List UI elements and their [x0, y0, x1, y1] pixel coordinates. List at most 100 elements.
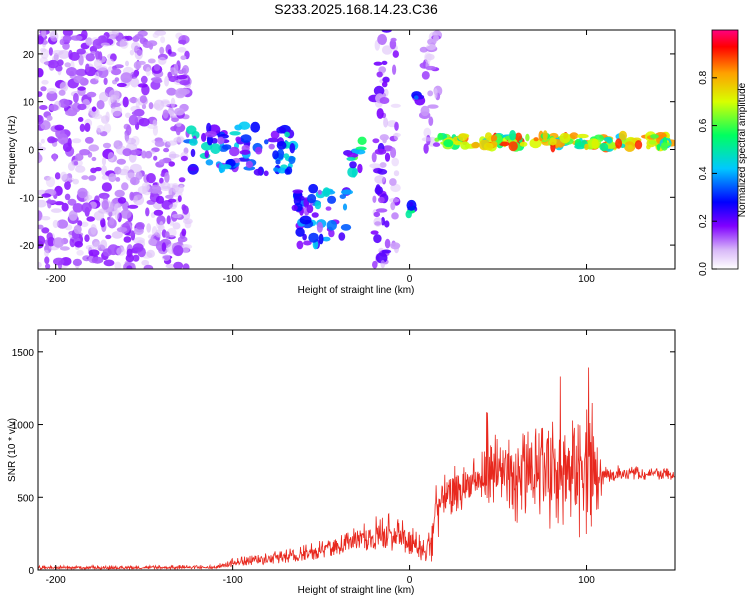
heatmap-blob	[38, 68, 44, 78]
heatmap-blob	[205, 131, 217, 138]
heatmap-blob	[53, 237, 64, 248]
heatmap-blob	[54, 124, 65, 131]
heatmap-blob	[100, 217, 106, 228]
heatmap-blob	[153, 155, 158, 161]
heatmap-blob	[318, 233, 324, 245]
heatmap-blob	[381, 30, 392, 33]
heatmap-blob	[44, 249, 49, 257]
heatmap-blob	[509, 130, 517, 141]
snr-x-label: Height of straight line (km)	[298, 585, 415, 596]
y-tick-label: 0	[28, 566, 34, 577]
heatmap-blob	[58, 89, 66, 96]
heatmap-blob	[615, 138, 623, 149]
heatmap-blob	[58, 98, 70, 109]
heatmap-blob	[125, 60, 129, 67]
heatmap-blob	[116, 247, 126, 256]
heatmap-blob	[81, 30, 88, 40]
heatmap-blob	[306, 204, 314, 214]
heatmap-blob	[373, 211, 381, 218]
heatmap-blob	[137, 83, 148, 88]
heatmap-blob	[533, 137, 539, 142]
heatmap-blob	[427, 90, 434, 97]
heatmap-blob	[127, 204, 139, 209]
heatmap-blob	[148, 102, 154, 110]
heatmap-blob	[56, 219, 68, 229]
heatmap-blob	[114, 77, 120, 82]
heatmap-blob	[72, 203, 84, 213]
heatmap-blob	[373, 61, 383, 66]
heatmap-blob	[77, 187, 88, 199]
heatmap-blob	[177, 69, 185, 75]
heatmap-blob	[100, 239, 108, 250]
heatmap-blob	[205, 159, 214, 166]
x-tick-label: 0	[407, 274, 413, 285]
heatmap-blob	[165, 194, 174, 199]
heatmap-blob	[73, 92, 79, 103]
heatmap-blob	[166, 215, 171, 225]
heatmap-blob	[250, 121, 261, 133]
heatmap-blob	[392, 50, 399, 58]
heatmap-blob	[146, 173, 156, 184]
heatmap-blob	[243, 166, 256, 171]
heatmap-blob	[173, 245, 184, 257]
x-tick-label: -200	[46, 274, 66, 285]
heatmap-blob	[159, 46, 165, 55]
heatmap-blob	[164, 172, 170, 183]
heatmap-feature	[368, 30, 394, 269]
heatmap-blob	[62, 42, 70, 50]
x-tick-label: 100	[578, 274, 595, 285]
heatmap-blob	[173, 63, 179, 74]
heatmap-blob	[52, 219, 59, 229]
heatmap-blob	[381, 81, 388, 88]
heatmap-blob	[159, 221, 164, 230]
y-tick-label: -20	[20, 241, 35, 252]
heatmap-blob	[50, 137, 58, 143]
heatmap-blob	[119, 38, 129, 49]
heatmap-blob	[140, 75, 148, 84]
heatmap-blob	[155, 229, 162, 238]
heatmap-blob	[123, 236, 132, 243]
heatmap-blob	[170, 97, 176, 108]
heatmap-blob	[79, 123, 86, 132]
heatmap-blob	[420, 105, 430, 117]
heatmap-blob	[340, 224, 352, 231]
heatmap-blob	[114, 189, 125, 198]
heatmap-blob	[125, 137, 137, 145]
heatmap-blob	[164, 76, 170, 87]
heatmap-blob	[154, 140, 165, 147]
heatmap-blob	[457, 133, 468, 142]
heatmap-blob	[95, 50, 101, 61]
heatmap-blob	[123, 165, 130, 173]
heatmap-blob	[41, 227, 50, 234]
heatmap-blob	[390, 147, 397, 159]
heatmap-blob	[147, 124, 158, 129]
heatmap-blob	[88, 144, 100, 152]
heatmap-blob	[391, 212, 399, 220]
heatmap-blob	[113, 140, 120, 147]
heatmap-blob	[299, 215, 312, 225]
heatmap-blob	[220, 164, 232, 170]
heatmap-blob	[38, 261, 42, 268]
heatmap-blob	[391, 157, 400, 167]
heatmap-blob	[584, 143, 589, 151]
heatmap-blob	[295, 227, 305, 237]
heatmap-blob	[84, 136, 94, 144]
x-tick-label: -200	[46, 575, 66, 586]
heatmap-blob	[376, 108, 384, 119]
heatmap-blob	[121, 182, 129, 191]
heatmap-blob	[38, 142, 42, 147]
heatmap-blob	[146, 249, 155, 258]
heatmap-blob	[86, 216, 95, 222]
heatmap-blob	[181, 204, 187, 211]
heatmap-blob	[374, 148, 387, 155]
x-tick-label: -100	[223, 575, 243, 586]
heatmap-blob	[303, 240, 312, 246]
heatmap-blob	[126, 124, 132, 136]
heatmap-blob	[45, 176, 56, 188]
heatmap-blob	[91, 156, 97, 162]
heatmap-blob	[129, 97, 138, 104]
heatmap-blob	[428, 116, 434, 126]
colorbar-tick-label: 0.6	[698, 118, 709, 132]
heatmap-blob	[59, 246, 70, 251]
